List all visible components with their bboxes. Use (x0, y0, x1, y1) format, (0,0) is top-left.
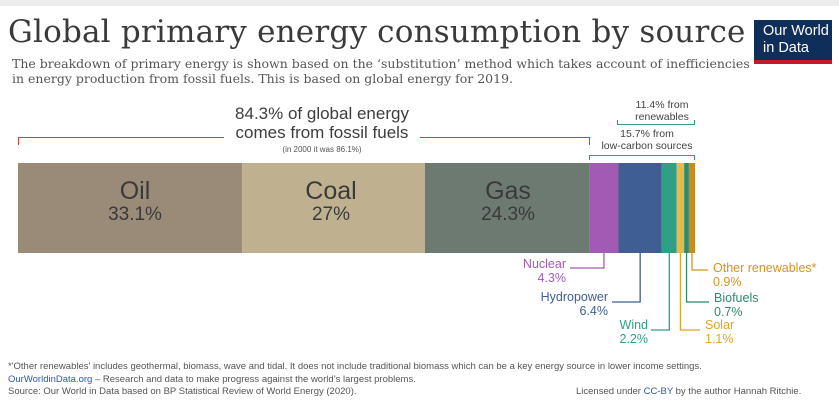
wind-name: Wind (619, 318, 648, 332)
oil-percent: 33.1% (108, 204, 162, 225)
bar-segment-biofuels (684, 163, 689, 253)
fossil-annotation-line-1: 84.3% of global energy (235, 104, 409, 123)
chart-subtitle: The breakdown of primary energy is shown… (12, 56, 750, 86)
bar-segment-other-renewables (688, 163, 695, 253)
renewables-annotation-line-2: renewables (635, 111, 689, 123)
bar-segment-gas (424, 163, 590, 253)
lowcarbon-bracket (589, 155, 695, 156)
license-note: Licensed under CC-BY by the author Hanna… (576, 386, 801, 397)
leader-line-solar (679, 253, 700, 331)
lowcarbon-annotation-line-2: low-carbon sources (601, 140, 693, 152)
logo-line-1: Our World (763, 23, 829, 39)
chart-title: Global primary energy consumption by sou… (8, 14, 746, 50)
license-prefix: Licensed under (576, 386, 644, 397)
owid-link[interactable]: OurWorldinData.org (8, 374, 93, 385)
owid-tagline: OurWorldinData.org – Research and data t… (8, 374, 416, 385)
oil-name: Oil (119, 177, 151, 205)
fossil-annotation: 84.3% of global energy comes from fossil… (207, 104, 437, 142)
nuclear-percent: 4.3% (537, 271, 567, 285)
fossil-bracket-tick-left (18, 137, 19, 145)
other-renewables-name: Other renewables* (713, 261, 817, 275)
leader-line-other-renewables (691, 253, 708, 271)
renewables-annotation-line-1: 11.4% from (635, 99, 689, 111)
hydropower-percent: 6.4% (579, 304, 609, 318)
leader-line-biofuels (685, 253, 709, 303)
fossil-annotation-line-2: comes from fossil fuels (235, 123, 409, 142)
leader-line-nuclear (570, 253, 605, 269)
solar-label: Solar 1.1% (705, 318, 755, 346)
lowcarbon-bracket-tick-right (694, 155, 695, 160)
coal-percent: 27% (311, 204, 351, 225)
bar-segment-coal (242, 163, 425, 253)
license-suffix: by the author Hannah Ritchie. (673, 386, 802, 397)
other-renewables-label: Other renewables* 0.9% (713, 261, 837, 289)
owid-tagline-text: – Research and data to make progress aga… (92, 374, 416, 385)
bar-segment-hydropower (618, 163, 662, 253)
solar-name: Solar (705, 318, 735, 332)
nuclear-label: Nuclear 4.3% (508, 257, 566, 285)
coal-name: Coal (305, 177, 357, 205)
license-link[interactable]: CC-BY (643, 386, 673, 397)
gas-name: Gas (485, 177, 531, 205)
wind-label: Wind 2.2% (600, 318, 649, 346)
gas-percent: 24.3% (481, 204, 535, 225)
biofuels-label: Biofuels 0.7% (714, 291, 784, 319)
lowcarbon-annotation: 15.7% from low-carbon sources (592, 128, 702, 152)
footnote: *'Other renewables' includes geothermal,… (8, 361, 702, 372)
leader-line-hydropower (612, 253, 641, 303)
oil-label: Oil 33.1% (60, 178, 210, 226)
wind-percent: 2.2% (619, 332, 649, 346)
hydropower-label: Hydropower 6.4% (518, 290, 608, 318)
fossil-bracket-tick-right (589, 137, 590, 145)
renewables-bracket-tick-left (617, 120, 618, 125)
other-renewables-percent: 0.9% (713, 275, 742, 289)
bar-segment-wind (661, 163, 677, 253)
logo-line-2: in Data (763, 40, 809, 56)
bar-segment-nuclear (589, 163, 619, 253)
solar-percent: 1.1% (705, 332, 734, 346)
top-rule (0, 0, 839, 6)
renewables-annotation: 11.4% from renewables (607, 99, 717, 123)
coal-label: Coal 27% (261, 178, 401, 226)
source-note: Source: Our World in Data based on BP St… (8, 386, 357, 397)
nuclear-name: Nuclear (522, 257, 566, 271)
bar-segment-oil (18, 163, 243, 253)
leader-line-wind (651, 253, 670, 331)
lowcarbon-annotation-line-1: 15.7% from (620, 128, 674, 140)
bar-segment-solar (676, 163, 685, 253)
fossil-bracket-left (18, 137, 224, 138)
owid-logo[interactable]: Our World in Data (754, 20, 832, 64)
renewables-bracket (617, 124, 695, 125)
renewables-bracket-tick-right (694, 120, 695, 125)
hydropower-name: Hydropower (540, 290, 608, 304)
gas-label: Gas 24.3% (441, 178, 575, 226)
fossil-annotation-sub: (in 2000 it was 86.1%) (282, 145, 362, 154)
lowcarbon-bracket-tick-left (589, 155, 590, 160)
biofuels-percent: 0.7% (714, 305, 743, 319)
biofuels-name: Biofuels (714, 291, 759, 305)
fossil-bracket-right (420, 137, 590, 138)
